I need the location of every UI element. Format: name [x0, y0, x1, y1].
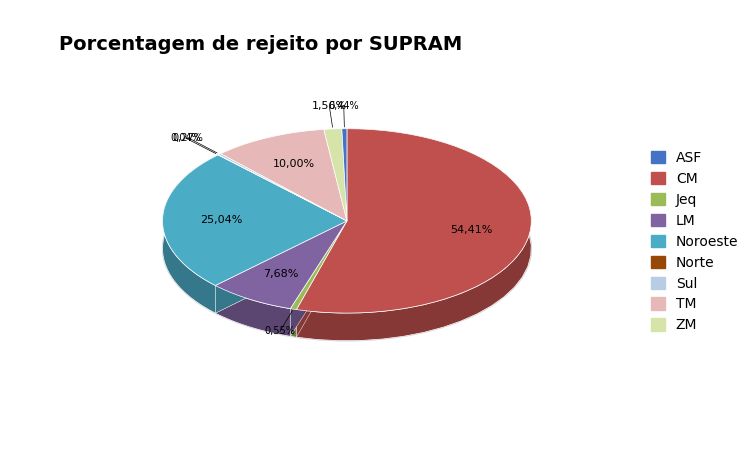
Text: 0,55%: 0,55% — [264, 326, 295, 336]
Polygon shape — [297, 129, 531, 341]
Polygon shape — [297, 221, 347, 337]
Polygon shape — [215, 285, 291, 336]
Polygon shape — [163, 155, 218, 313]
Polygon shape — [291, 308, 297, 337]
Title: Porcentagem de rejeito por SUPRAM: Porcentagem de rejeito por SUPRAM — [59, 35, 462, 54]
Polygon shape — [291, 221, 347, 336]
Polygon shape — [291, 221, 347, 309]
Polygon shape — [297, 129, 532, 313]
Polygon shape — [218, 155, 347, 221]
Polygon shape — [324, 129, 347, 221]
Text: 1,56%: 1,56% — [312, 101, 347, 111]
Polygon shape — [342, 129, 347, 221]
Text: 54,41%: 54,41% — [450, 225, 492, 235]
Polygon shape — [215, 221, 347, 313]
Text: 7,68%: 7,68% — [264, 269, 299, 279]
Polygon shape — [221, 129, 347, 221]
Polygon shape — [291, 221, 347, 336]
Text: 10,00%: 10,00% — [273, 159, 315, 169]
Polygon shape — [218, 154, 347, 221]
Polygon shape — [297, 221, 347, 337]
Text: 25,04%: 25,04% — [200, 215, 242, 225]
Text: 0,27%: 0,27% — [172, 133, 203, 143]
Polygon shape — [163, 155, 347, 285]
Polygon shape — [218, 155, 347, 249]
Text: 0,04%: 0,04% — [171, 133, 201, 143]
Polygon shape — [215, 221, 347, 308]
Text: 0,44%: 0,44% — [328, 101, 359, 110]
Polygon shape — [215, 221, 347, 313]
Legend: ASF, CM, Jeq, LM, Noroeste, Norte, Sul, TM, ZM: ASF, CM, Jeq, LM, Noroeste, Norte, Sul, … — [645, 145, 744, 338]
Ellipse shape — [163, 156, 532, 341]
